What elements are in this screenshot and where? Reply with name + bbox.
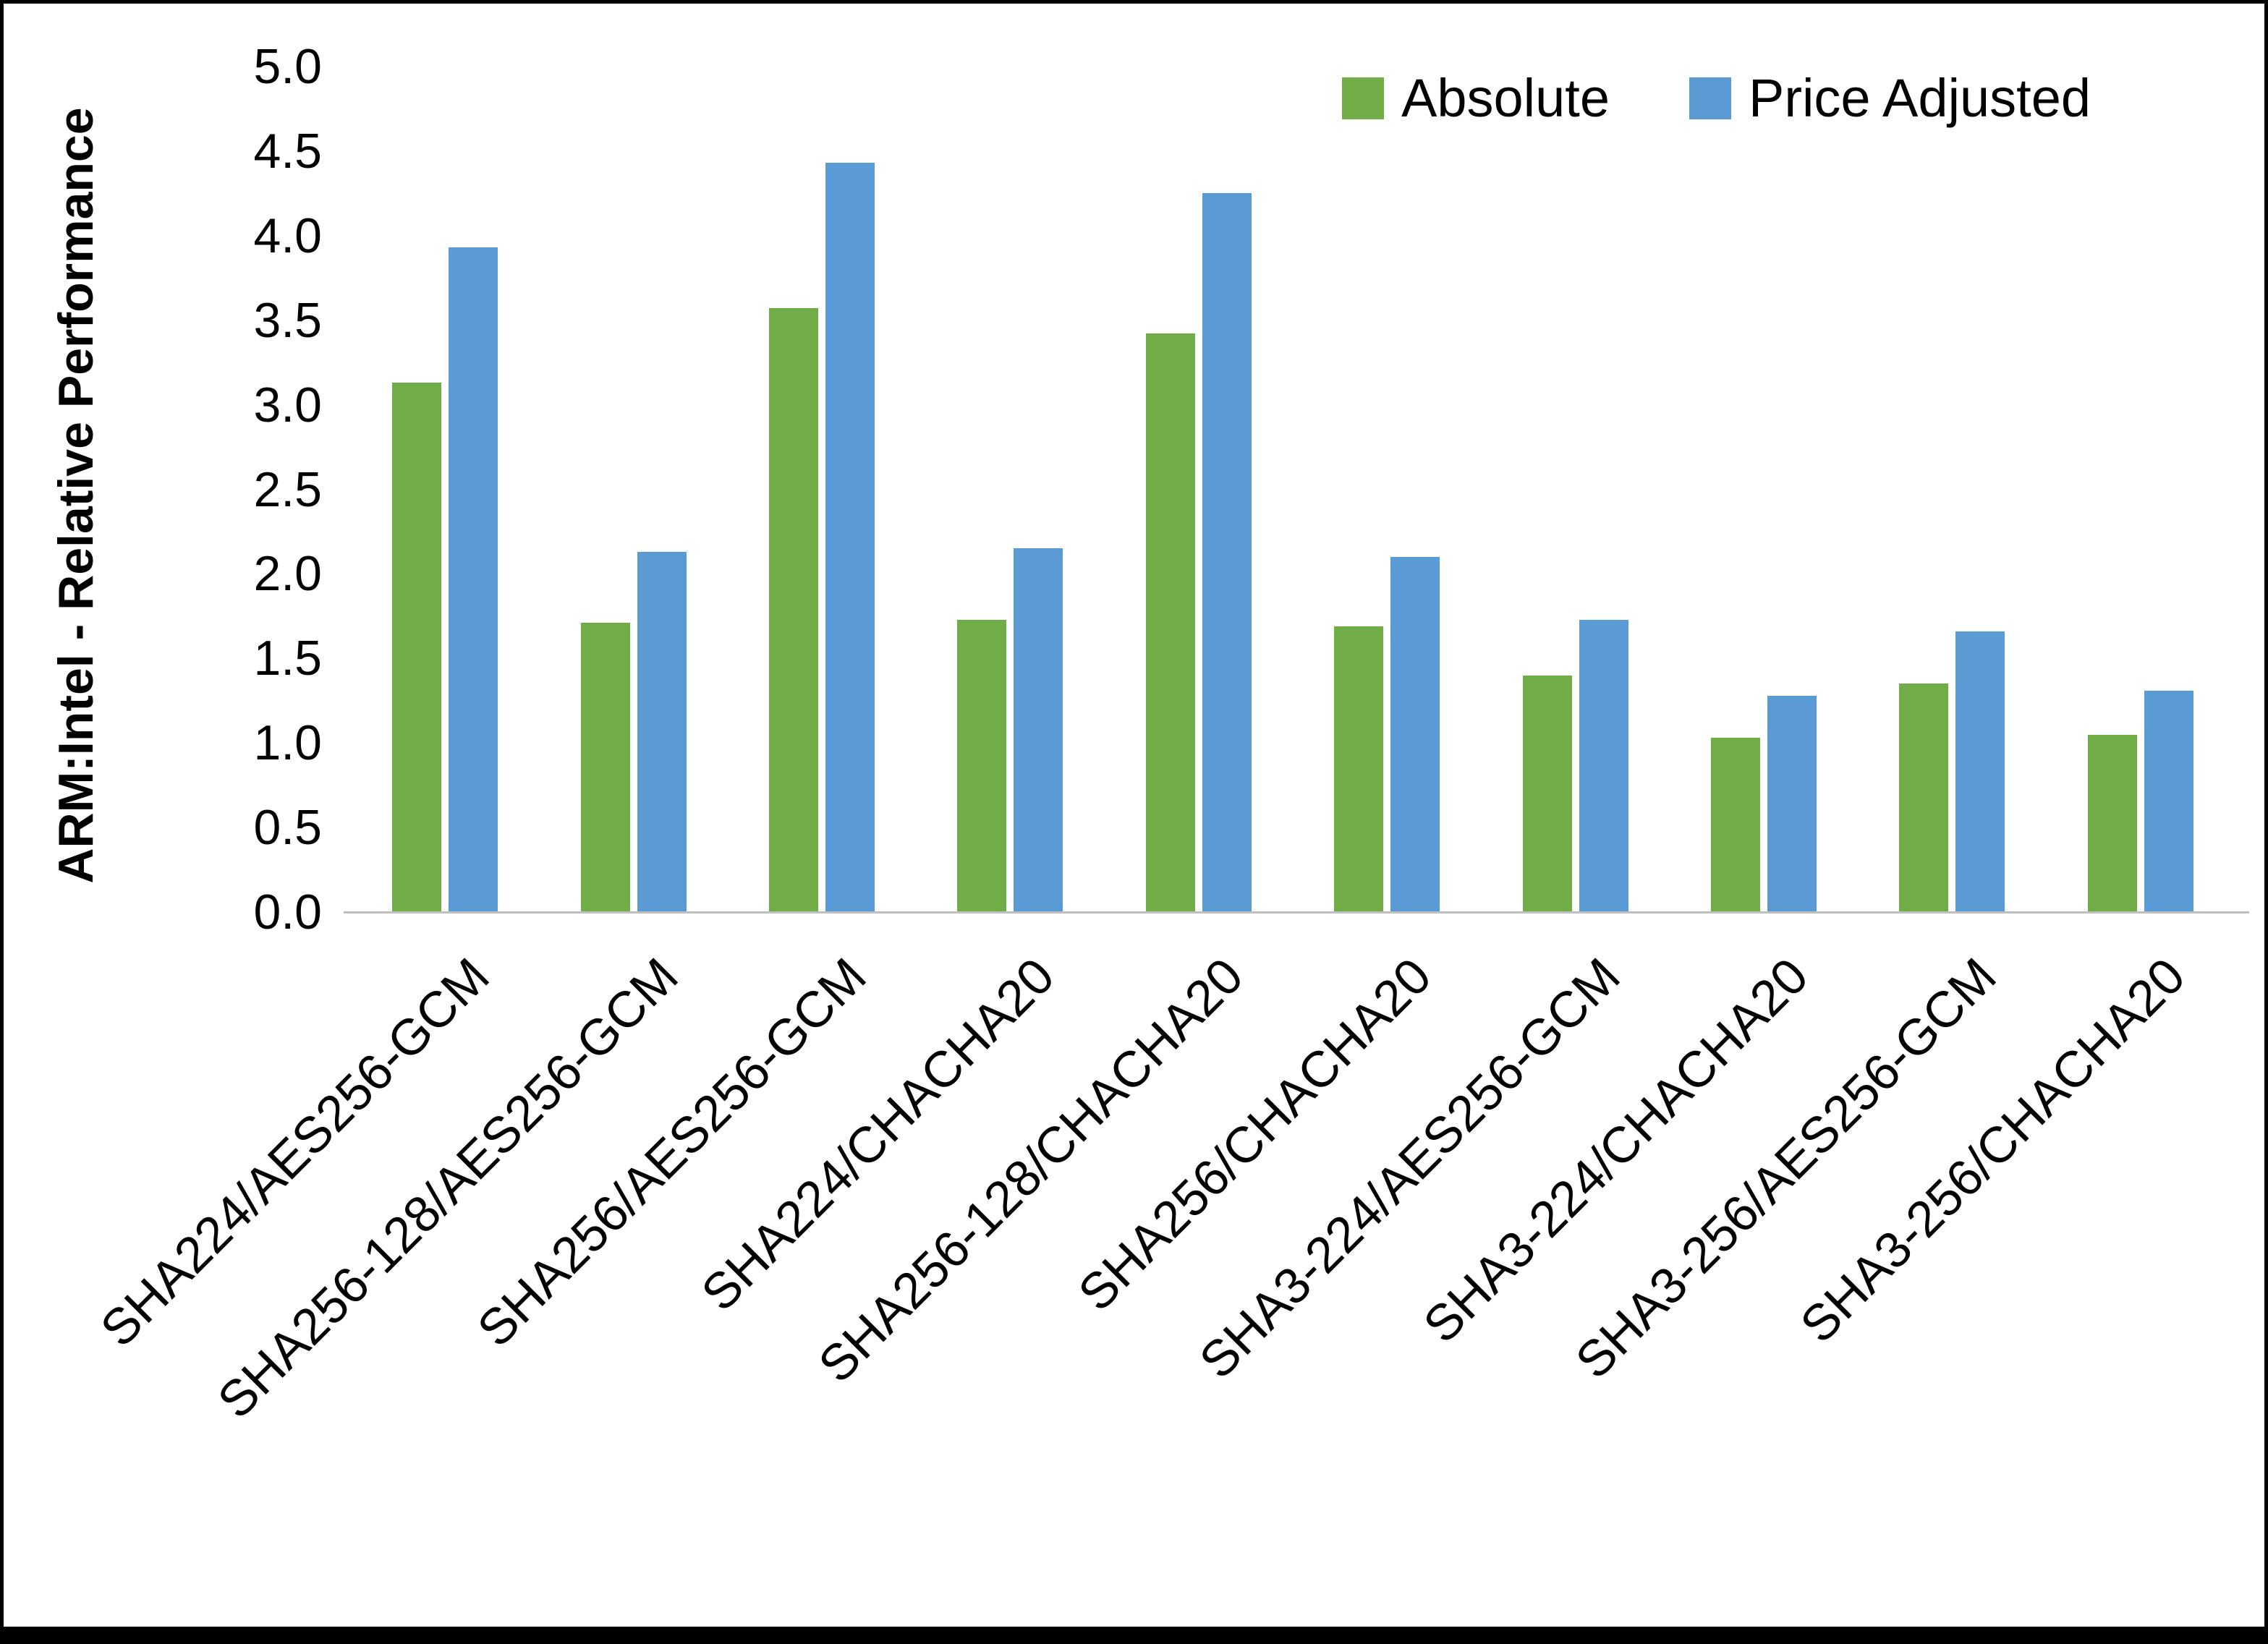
bar-price-adjusted [1579, 619, 1628, 912]
bar-absolute [2087, 734, 2137, 912]
bar-price-adjusted [637, 552, 687, 912]
bar-absolute [1899, 683, 1949, 912]
legend-swatch-absolute-icon [1342, 77, 1384, 119]
bar-absolute [1711, 738, 1761, 912]
bar-price-adjusted [825, 163, 875, 912]
bar-price-adjusted [1202, 193, 1252, 912]
y-axis-tick-label: 1.5 [253, 631, 322, 686]
bar-absolute [1522, 675, 1572, 912]
bar-absolute [1334, 626, 1384, 912]
bar-absolute [392, 383, 442, 912]
bar-price-adjusted [1390, 557, 1440, 912]
bar-group [728, 67, 916, 912]
bar-price-adjusted [449, 247, 498, 912]
bar-group [1293, 67, 1481, 912]
bar-price-adjusted [1955, 631, 2005, 912]
y-axis-tick-label: 2.0 [253, 546, 322, 602]
y-axis-tick-label: 0.0 [253, 885, 322, 940]
y-axis-tick-label: 3.5 [253, 292, 322, 348]
bar-group [1858, 67, 2046, 912]
bar-group [351, 67, 539, 912]
y-axis-title: ARM:Intel - Relative Performance [48, 107, 103, 884]
y-axis-tick-label: 0.5 [253, 800, 322, 856]
bar-price-adjusted [1767, 695, 1817, 912]
legend: Absolute Price Adjusted [1342, 67, 2091, 129]
bar-group [916, 67, 1104, 912]
bar-group [1670, 67, 1858, 912]
y-axis-tick-label: 4.5 [253, 123, 322, 179]
y-axis-tick-label: 2.5 [253, 461, 322, 517]
legend-item-price-adjusted: Price Adjusted [1689, 67, 2091, 129]
bar-price-adjusted [2144, 690, 2193, 912]
bar-absolute [580, 623, 630, 912]
legend-swatch-price-adjusted-icon [1689, 77, 1731, 119]
bars-layer [351, 67, 2235, 912]
bar-group [1481, 67, 1669, 912]
bar-group [2047, 67, 2235, 912]
legend-label-absolute: Absolute [1401, 68, 1610, 128]
bar-group [1105, 67, 1293, 912]
bar-group [539, 67, 727, 912]
y-axis-tick-label: 1.0 [253, 715, 322, 771]
x-axis-category-label: SHA256-128/AES256-GCM [206, 947, 689, 1429]
y-axis-tick-label: 4.0 [253, 208, 322, 263]
plot-area [344, 67, 2249, 913]
bar-absolute [769, 308, 819, 912]
legend-label-price-adjusted: Price Adjusted [1748, 68, 2091, 128]
bar-absolute [957, 619, 1007, 912]
bar-price-adjusted [1014, 548, 1063, 912]
y-axis-tick-label: 5.0 [253, 39, 322, 94]
bar-absolute [1145, 333, 1195, 912]
legend-item-absolute: Absolute [1342, 67, 1610, 129]
y-axis-tick-labels: 0.0 0.5 1.0 1.5 2.0 2.5 3.0 3.5 4.0 4.5 5.0 [112, 39, 322, 940]
y-axis-tick-label: 3.0 [253, 377, 322, 433]
x-axis-line [344, 911, 2249, 913]
